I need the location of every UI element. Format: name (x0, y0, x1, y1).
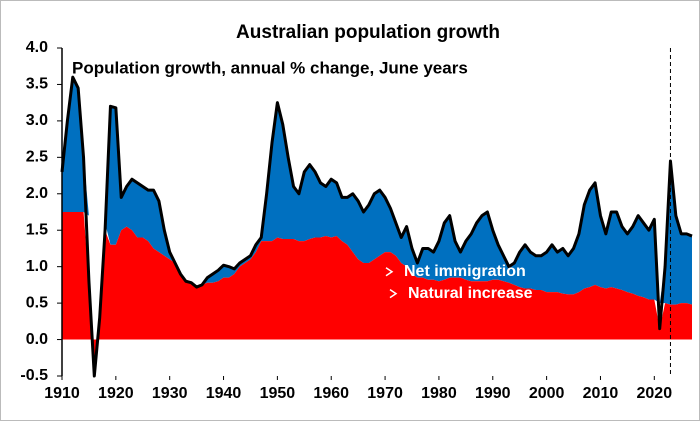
y-tick-label: -0.5 (20, 367, 48, 384)
net-immigration-area (62, 77, 692, 305)
x-tick-label: 1970 (367, 385, 403, 402)
x-tick-label: 1980 (421, 385, 457, 402)
label-chevron (389, 289, 398, 299)
y-tick-label: 2.5 (26, 149, 48, 166)
x-tick-label: 1950 (260, 385, 296, 402)
y-tick-label: 0.5 (26, 294, 48, 311)
y-tick-label: 4.0 (26, 39, 48, 56)
y-tick-label: 0.0 (26, 331, 48, 348)
series-label: Net immigration (404, 263, 526, 280)
x-tick-label: 2010 (583, 385, 619, 402)
x-tick-label: 1930 (152, 385, 188, 402)
y-tick-label: 2.0 (26, 185, 48, 202)
total-growth-line (60, 75, 693, 378)
plot (60, 75, 693, 378)
x-tick-label: 1920 (98, 385, 134, 402)
label-chevron (385, 267, 394, 277)
y-tick-label: 1.5 (26, 221, 48, 238)
x-tick-label: 1960 (313, 385, 349, 402)
x-tick-label: 2020 (637, 385, 673, 402)
chart-subtitle: Population growth, annual % change, June… (72, 58, 468, 77)
y-tick-label: 3.5 (26, 76, 48, 93)
x-tick-label: 1990 (475, 385, 511, 402)
series-label: Natural increase (408, 285, 533, 302)
x-tick-label: 1910 (44, 385, 80, 402)
y-tick-label: 1.0 (26, 258, 48, 275)
y-tick-label: 3.0 (26, 112, 48, 129)
x-tick-label: 2000 (529, 385, 565, 402)
x-tick-label: 1940 (206, 385, 242, 402)
chart-title: Australian population growth (236, 22, 500, 43)
natural-increase-area (62, 212, 692, 376)
